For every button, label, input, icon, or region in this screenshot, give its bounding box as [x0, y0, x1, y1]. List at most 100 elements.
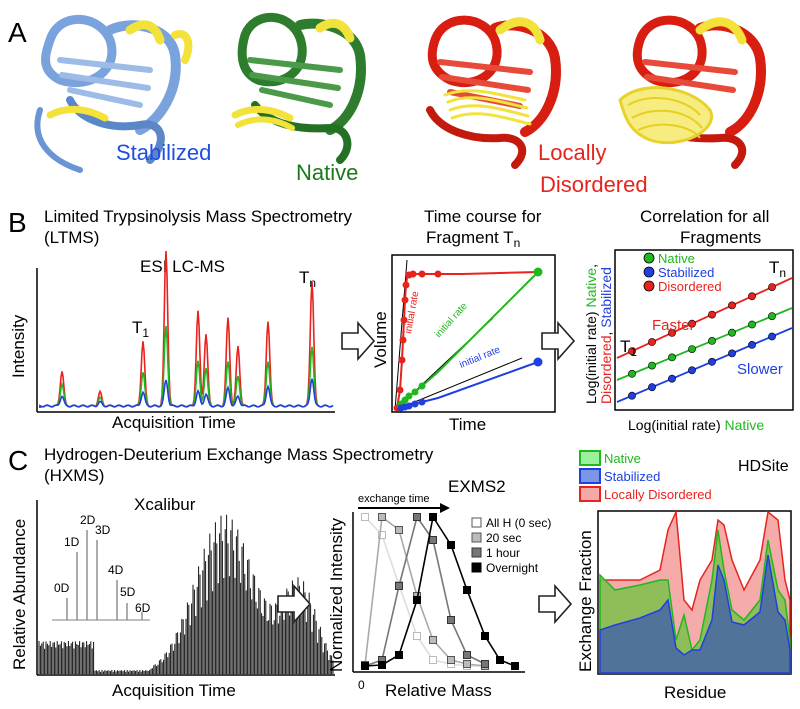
correlation-point — [748, 340, 756, 349]
correlation-point — [648, 338, 656, 346]
xcalibur-chromatogram: 0D 1D 2D 3D 4D 5D 6D — [36, 500, 335, 676]
correlation-title1: Correlation for all — [640, 207, 769, 226]
correlation-point — [628, 391, 636, 400]
exms-point — [361, 513, 369, 521]
legend-disordered: Disordered — [658, 279, 722, 294]
correlation-point — [728, 328, 736, 337]
correlation-xlabel: Log(initial rate) Native — [628, 417, 764, 433]
correlation-point — [628, 347, 636, 355]
svg-text:1D: 1D — [64, 535, 80, 549]
label-disordered: Disordered — [540, 172, 648, 197]
svg-text:Locally Disordered: Locally Disordered — [604, 487, 712, 502]
ltms-subtitle: (LTMS) — [44, 228, 99, 247]
exms-title: EXMS2 — [448, 477, 506, 496]
correlation-point — [708, 310, 716, 319]
label-stabilized: Stabilized — [116, 140, 211, 165]
protein-structure-locally-disordered — [426, 15, 561, 169]
exms-point — [463, 660, 471, 668]
exms-point — [361, 662, 369, 670]
rate-label-blue: initial rate — [458, 344, 502, 370]
peak-t1-label: T1 — [132, 318, 149, 340]
protein-structure-stabilized — [34, 14, 193, 173]
svg-text:1 hour: 1 hour — [486, 546, 520, 560]
faster-label: Faster — [652, 317, 695, 334]
legend-native: Native — [658, 251, 695, 266]
exms-point — [429, 656, 437, 664]
exms-xlabel: Relative Mass — [385, 681, 492, 700]
panel-c-letter: C — [8, 445, 28, 476]
correlation-point — [768, 312, 776, 321]
exms-point — [447, 616, 455, 624]
svg-text:4D: 4D — [108, 563, 124, 577]
panel-a-letter: A — [8, 17, 27, 48]
svg-text:2D: 2D — [80, 513, 96, 527]
exms-point — [378, 661, 386, 669]
correlation-point — [748, 320, 756, 329]
arrow-right-icon — [277, 583, 312, 625]
svg-text:Native: Native — [604, 451, 641, 466]
isotope-inset — [52, 530, 150, 621]
xcalibur-label: Xcalibur — [134, 495, 196, 514]
exms-point — [447, 541, 455, 549]
svg-text:0D: 0D — [54, 581, 70, 595]
arrow-right-icon — [341, 320, 376, 362]
esi-chromatogram — [36, 250, 335, 413]
correlation-point — [768, 332, 776, 341]
correlation-point — [668, 353, 676, 362]
xcalibur-ylabel: Relative Abundance — [10, 519, 29, 670]
hdsite-legend: Native Stabilized Locally Disordered — [579, 450, 712, 502]
hxms-subtitle: (HXMS) — [44, 466, 104, 485]
correlation-legend: Native Stabilized Disordered — [643, 251, 722, 294]
correlation-point — [648, 361, 656, 370]
exms-point — [463, 586, 471, 594]
panel-b-letter: B — [8, 207, 27, 238]
chromatogram-ylabel: Intensity — [9, 314, 28, 378]
timecourse-title2: Fragment Tn — [426, 228, 520, 250]
protein-structure-disordered-ensemble — [618, 15, 766, 169]
correlation-point — [628, 369, 636, 378]
rate-label-green: initial rate — [433, 301, 470, 340]
exchange-time-label: exchange time — [358, 493, 430, 505]
label-native: Native — [296, 160, 358, 185]
svg-text:3D: 3D — [95, 523, 111, 537]
correlation-tn-label: Tn — [769, 258, 786, 280]
timecourse-plot — [391, 254, 556, 413]
legend-stabilized: Stabilized — [658, 265, 714, 280]
correlation-point — [648, 383, 656, 392]
svg-text:20 sec: 20 sec — [486, 531, 521, 545]
slower-label: Slower — [737, 361, 783, 378]
correlation-t1-label: T1 — [620, 337, 637, 359]
correlation-point — [708, 336, 716, 345]
correlation-plot — [614, 249, 794, 411]
exms-point — [413, 513, 421, 521]
exms-legend: All H (0 sec) 20 sec 1 hour Overnight — [471, 516, 551, 575]
label-locally: Locally — [538, 140, 606, 165]
chromatogram-xlabel: Acquisition Time — [112, 413, 236, 432]
arrow-right-icon — [541, 320, 576, 362]
peak-tn-label: Tn — [299, 268, 316, 290]
esi-label: ESI LC-MS — [140, 257, 225, 276]
hdsite-title: HDSite — [738, 458, 789, 475]
hxms-title: Hydrogen-Deuterium Exchange Mass Spectro… — [44, 445, 434, 464]
exms-point — [496, 656, 504, 664]
exms-point — [511, 662, 519, 670]
hdsite-xlabel: Residue — [664, 683, 726, 702]
correlation-point — [728, 349, 736, 358]
correlation-point — [748, 292, 756, 301]
exms-point — [395, 582, 403, 590]
exms-point — [429, 513, 437, 521]
svg-text:Overnight: Overnight — [486, 561, 539, 575]
exms-point — [429, 636, 437, 644]
timecourse-xlabel: Time — [449, 415, 486, 434]
hdsite-ylabel: Exchange Fraction — [576, 530, 595, 672]
hdsite-plot — [597, 509, 792, 675]
correlation-point — [708, 357, 716, 366]
xcalibur-xlabel: Acquisition Time — [112, 681, 236, 700]
protein-structure-native — [231, 12, 366, 164]
exms-point — [413, 632, 421, 640]
exms-point — [413, 596, 421, 604]
svg-text:5D: 5D — [120, 585, 136, 599]
exms-ylabel: Normalized Intensity — [327, 517, 346, 672]
exms-point — [463, 651, 471, 659]
